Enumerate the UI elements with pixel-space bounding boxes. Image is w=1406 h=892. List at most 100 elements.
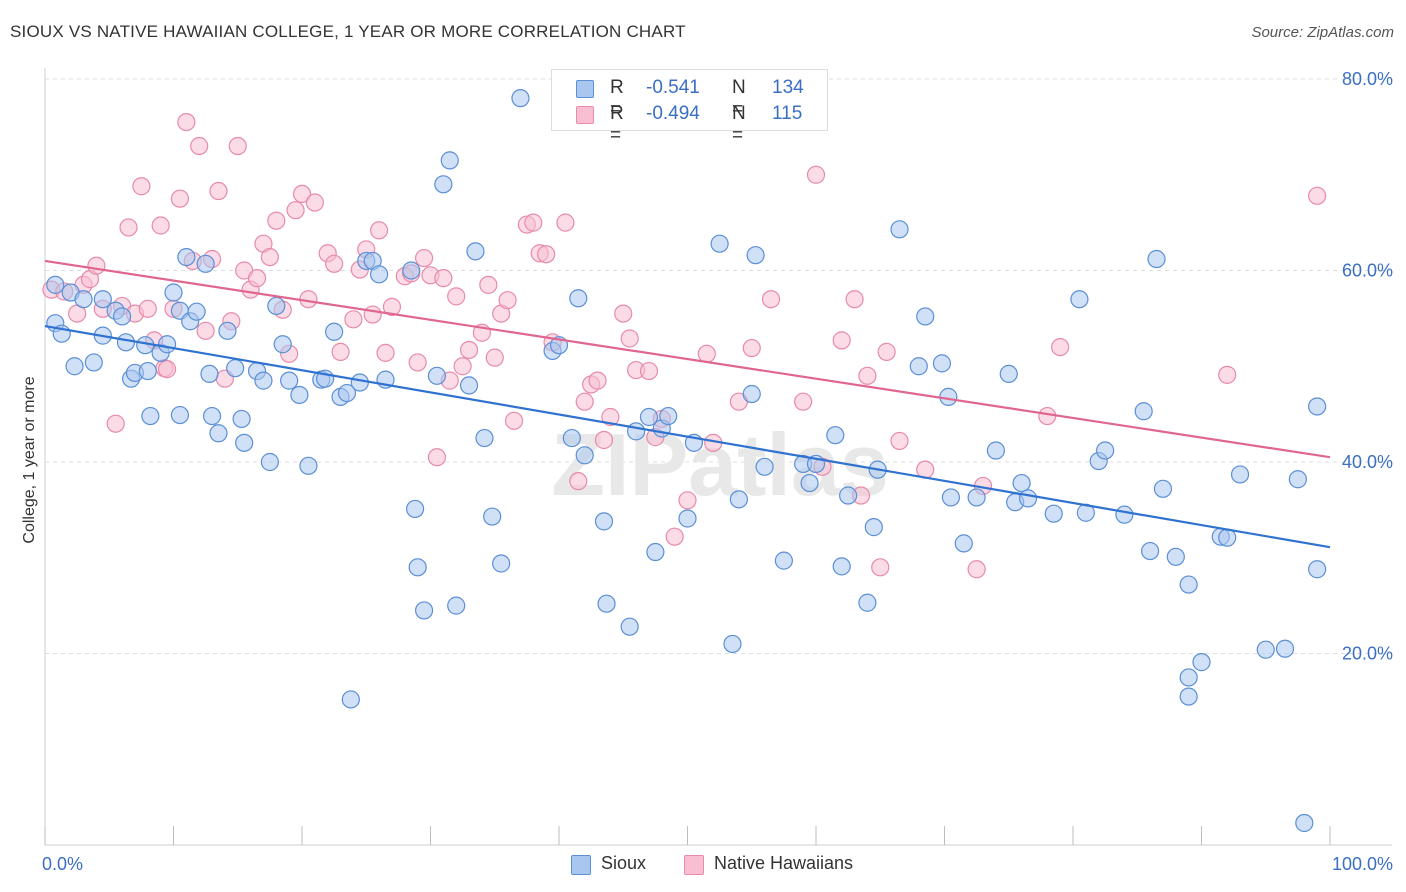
sioux-point-36 bbox=[267, 296, 286, 316]
hawaiian-point-53 bbox=[414, 248, 434, 268]
sioux-point-109 bbox=[1044, 504, 1063, 523]
sioux-point-96 bbox=[890, 220, 909, 239]
sioux-point-6 bbox=[84, 353, 103, 372]
x-tick-label-0: 0.0% bbox=[42, 854, 83, 874]
sioux-point-74 bbox=[639, 407, 659, 427]
sioux-point-11 bbox=[116, 333, 136, 352]
sioux-point-32 bbox=[235, 433, 254, 452]
hawaiian-point-92 bbox=[794, 392, 813, 411]
hawaiian-point-86 bbox=[678, 491, 697, 510]
sioux-point-81 bbox=[723, 634, 742, 654]
sioux-point-63 bbox=[492, 554, 511, 573]
hawaiian-point-41 bbox=[325, 254, 344, 273]
tick-labels: 20.0% 40.0% 60.0% 80.0% 0.0% 100.0% bbox=[42, 69, 1393, 874]
hawaiian-point-9 bbox=[119, 218, 138, 237]
hawaiian-point-103 bbox=[967, 560, 986, 579]
bottom-legend-sioux-label: Sioux bbox=[601, 853, 647, 873]
hawaiian-point-87 bbox=[697, 344, 716, 363]
sioux-point-80 bbox=[710, 234, 729, 253]
sioux-point-35 bbox=[260, 452, 279, 472]
sioux-point-72 bbox=[620, 617, 639, 636]
hawaiian-point-39 bbox=[305, 193, 324, 212]
sioux-point-5 bbox=[74, 290, 93, 309]
sioux-point-15 bbox=[138, 361, 157, 381]
hawaiian-point-96 bbox=[845, 290, 864, 309]
sioux-point-126 bbox=[1230, 465, 1250, 484]
hawaiian-point-95 bbox=[832, 331, 851, 350]
sioux-point-133 bbox=[341, 690, 360, 709]
hawaiian-point-93 bbox=[806, 165, 826, 184]
hawaiian-point-19 bbox=[177, 112, 196, 132]
sioux-point-70 bbox=[594, 512, 614, 531]
y-tick-label-80: 80.0% bbox=[1342, 69, 1393, 89]
hawaiian-point-46 bbox=[363, 305, 382, 324]
hawaiian-point-70 bbox=[537, 245, 556, 264]
sioux-point-30 bbox=[226, 359, 245, 378]
hawaiian-point-101 bbox=[890, 431, 909, 451]
sioux-point-115 bbox=[1134, 402, 1153, 421]
sioux-point-86 bbox=[774, 551, 793, 570]
sioux-point-60 bbox=[466, 242, 485, 261]
sioux-point-37 bbox=[273, 335, 292, 354]
sioux-point-83 bbox=[742, 384, 761, 404]
sioux-point-19 bbox=[164, 283, 183, 302]
hawaiian-point-100 bbox=[877, 342, 896, 361]
sioux-point-25 bbox=[196, 254, 215, 273]
hawaiian-point-24 bbox=[209, 181, 228, 201]
trend-lines bbox=[44, 259, 1331, 549]
hawaiian-point-82 bbox=[639, 361, 659, 381]
hawaiian-point-11 bbox=[132, 177, 151, 196]
sioux-point-8 bbox=[93, 290, 112, 309]
sioux-point-121 bbox=[1179, 687, 1198, 706]
sioux-point-120 bbox=[1179, 575, 1198, 594]
sioux-point-77 bbox=[659, 406, 678, 426]
sioux-point-104 bbox=[986, 441, 1006, 460]
sioux-point-39 bbox=[290, 385, 309, 405]
sioux-point-27 bbox=[202, 406, 222, 426]
sioux-point-10 bbox=[112, 307, 132, 326]
sioux-point-58 bbox=[447, 596, 466, 615]
hawaiian-point-91 bbox=[761, 290, 781, 309]
sioux-point-54 bbox=[414, 601, 434, 620]
y-tick-label-40: 40.0% bbox=[1342, 452, 1393, 472]
legend-sioux-n-label: N = bbox=[732, 77, 746, 120]
sioux-point-43 bbox=[325, 322, 344, 341]
hawaiian-point-78 bbox=[601, 407, 620, 427]
sioux-point-90 bbox=[826, 426, 845, 445]
hawaiian-point-85 bbox=[665, 527, 684, 546]
sioux-point-130 bbox=[1308, 397, 1327, 416]
native-hawaiians-points bbox=[42, 112, 1327, 579]
hawaiian-point-56 bbox=[434, 269, 453, 288]
sioux-point-75 bbox=[646, 542, 665, 562]
sioux-point-4 bbox=[65, 357, 84, 376]
sioux-point-100 bbox=[939, 387, 958, 406]
sioux-point-24 bbox=[187, 302, 206, 321]
sioux-trend-line bbox=[44, 324, 1331, 549]
sioux-point-125 bbox=[1218, 528, 1237, 547]
sioux-swatch bbox=[576, 80, 594, 98]
sioux-point-91 bbox=[832, 557, 851, 576]
hawaiian-point-37 bbox=[292, 184, 312, 203]
legend-hawaiian-n-value: 115 bbox=[772, 103, 803, 124]
legend-sioux-n-value: 134 bbox=[772, 77, 804, 98]
sioux-point-103 bbox=[967, 488, 986, 507]
hawaiian-point-59 bbox=[453, 357, 472, 376]
sioux-point-38 bbox=[280, 371, 299, 390]
hawaiian-point-107 bbox=[1218, 365, 1237, 384]
sioux-point-98 bbox=[916, 307, 935, 326]
sioux-point-118 bbox=[1153, 479, 1173, 498]
sioux-point-94 bbox=[864, 518, 883, 537]
axes bbox=[44, 68, 1392, 846]
y-tick-label-20: 20.0% bbox=[1342, 644, 1393, 664]
hawaiian-point-49 bbox=[382, 297, 402, 316]
hawaiian-point-33 bbox=[267, 211, 286, 230]
hawaiian-point-60 bbox=[459, 340, 479, 360]
sioux-point-108 bbox=[1018, 489, 1038, 508]
sioux-point-26 bbox=[200, 364, 219, 384]
legend-hawaiian-r-label: R = bbox=[610, 103, 624, 146]
sioux-point-73 bbox=[626, 422, 646, 441]
hawaiian-point-30 bbox=[247, 269, 267, 288]
hawaiian-point-21 bbox=[190, 136, 209, 156]
sioux-point-49 bbox=[370, 265, 389, 284]
